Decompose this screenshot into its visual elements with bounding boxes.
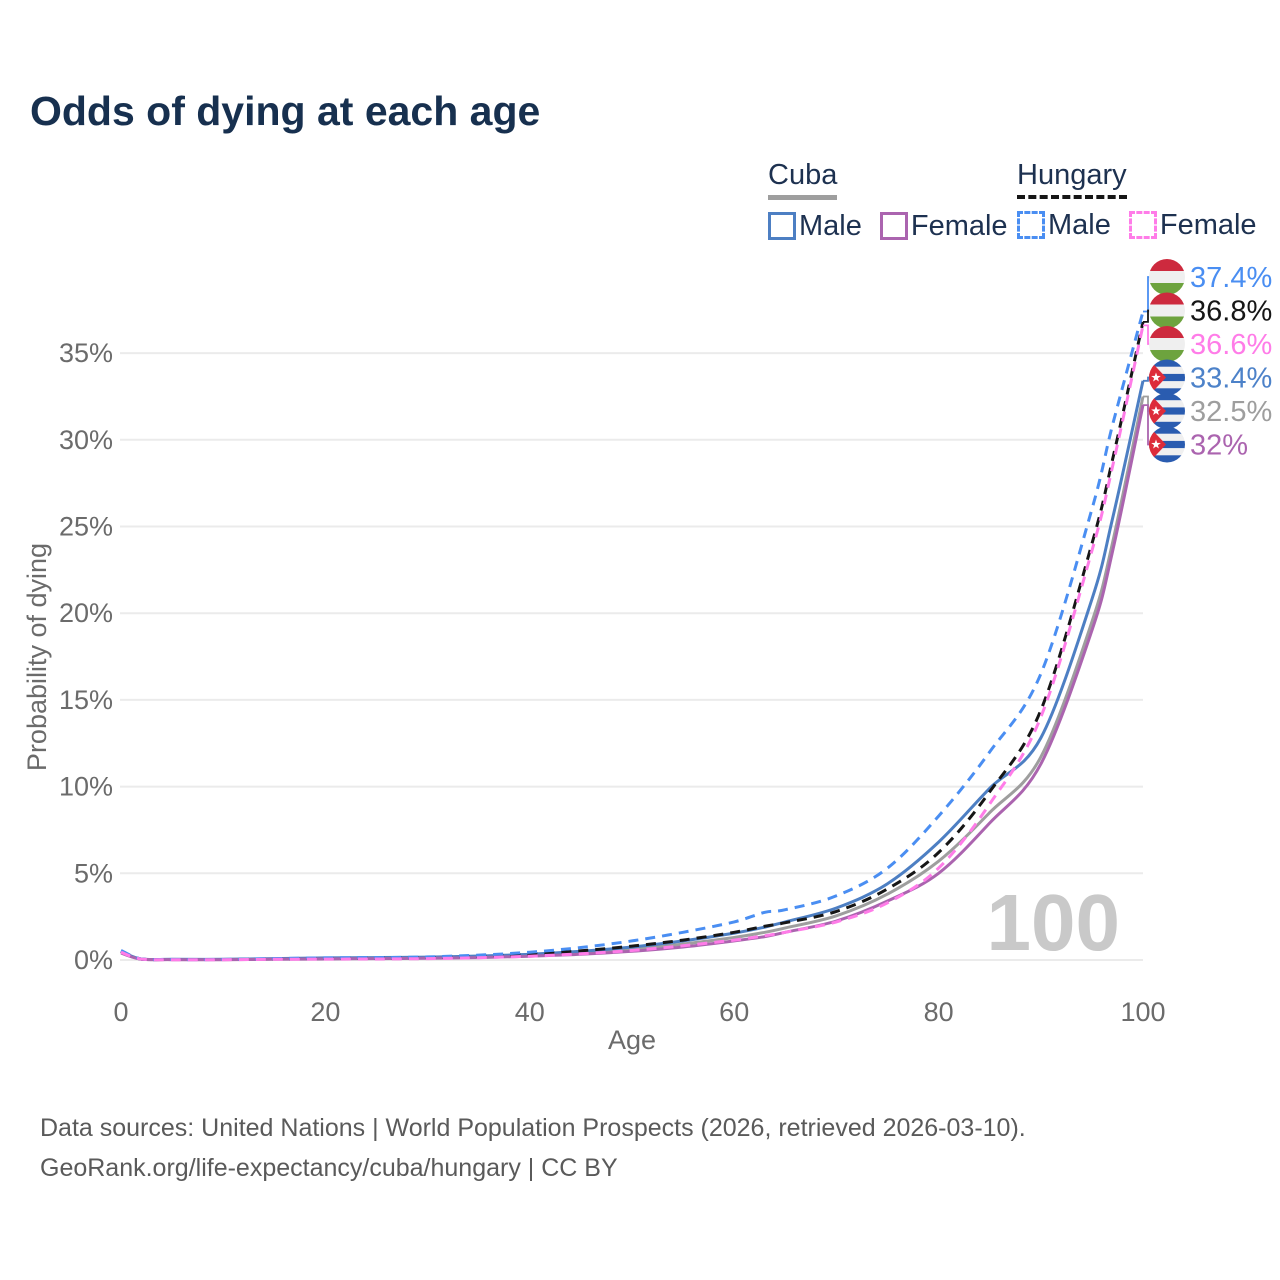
cuba-flag-icon [1149, 393, 1185, 429]
hungary-female-swatch-icon[interactable] [1128, 211, 1157, 240]
cuba-female-swatch-icon[interactable] [879, 212, 908, 241]
series-line-cuba-female[interactable] [120, 404, 1145, 962]
x-tick-label: 80 [924, 997, 954, 1027]
page-title: Odds of dying at each age [30, 88, 541, 134]
mortality-chart: 0% 5% 10% 15% 20% 25% 30% 35% 0 20 40 60 80 100 Age Pro… [22, 259, 1272, 1055]
x-tick-label: 40 [515, 997, 545, 1027]
end-label-hungary-female: 36.6% [1190, 329, 1272, 361]
hungary-female-label: Female [1159, 208, 1257, 241]
cuba-flag-icon [1149, 426, 1185, 463]
end-label-hungary-total: 36.8% [1190, 296, 1272, 328]
series-line-hungary-male[interactable] [120, 311, 1145, 962]
y-tick-label: 0% [74, 945, 113, 975]
legend-group-cuba: Cuba Male Female [768, 159, 1026, 243]
y-tick-label: 25% [59, 512, 113, 542]
cuba-female-label: Female [910, 209, 1008, 242]
y-axis-title: Probability of dying [22, 543, 52, 771]
hungary-male-swatch-icon[interactable] [1017, 211, 1045, 240]
legend-cuba-title[interactable]: Cuba [768, 159, 838, 200]
cuba-male-swatch-icon[interactable] [768, 212, 796, 241]
hungary-flag-icon [1149, 326, 1185, 362]
x-tick-label: 0 [113, 997, 128, 1027]
end-label-cuba-male: 33.4% [1190, 363, 1272, 395]
series-line-hungary-total[interactable] [120, 321, 1145, 962]
y-tick-label: 35% [59, 338, 113, 368]
footer-url: GeoRank.org/life-expectancy/cuba/hungary… [40, 1154, 618, 1182]
x-tick-label: 100 [1120, 997, 1165, 1027]
series-line-hungary-female[interactable] [120, 325, 1145, 962]
footer-data-sources: Data sources: United Nations | World Pop… [40, 1114, 1026, 1142]
y-tick-label: 30% [59, 425, 113, 455]
end-label-cuba-total: 32.5% [1190, 396, 1272, 428]
series-line-cuba-total[interactable] [120, 396, 1145, 962]
age-watermark: 100 [987, 878, 1120, 967]
cuba-male-label: Male [799, 209, 862, 242]
x-tick-label: 20 [310, 997, 340, 1027]
hungary-flag-icon [1149, 292, 1185, 329]
end-label-cuba-female: 32% [1190, 430, 1248, 462]
footer: Data sources: United Nations | World Pop… [40, 1108, 1026, 1188]
y-tick-label: 20% [59, 598, 113, 628]
hungary-male-label: Male [1048, 208, 1111, 241]
y-tick-label: 5% [74, 858, 113, 888]
legend: Cuba Male Female Hungary Male Female [768, 159, 1268, 250]
x-axis-title: Age [608, 1025, 656, 1055]
end-label-hungary-male: 37.4% [1190, 262, 1272, 294]
legend-hungary-title[interactable]: Hungary [1017, 159, 1127, 199]
y-tick-label: 15% [59, 685, 113, 715]
cuba-flag-icon [1149, 359, 1185, 396]
hungary-flag-icon [1149, 259, 1185, 295]
legend-group-hungary: Hungary Male Female [1017, 159, 1275, 242]
x-tick-label: 60 [719, 997, 749, 1027]
y-tick-label: 10% [59, 772, 113, 802]
